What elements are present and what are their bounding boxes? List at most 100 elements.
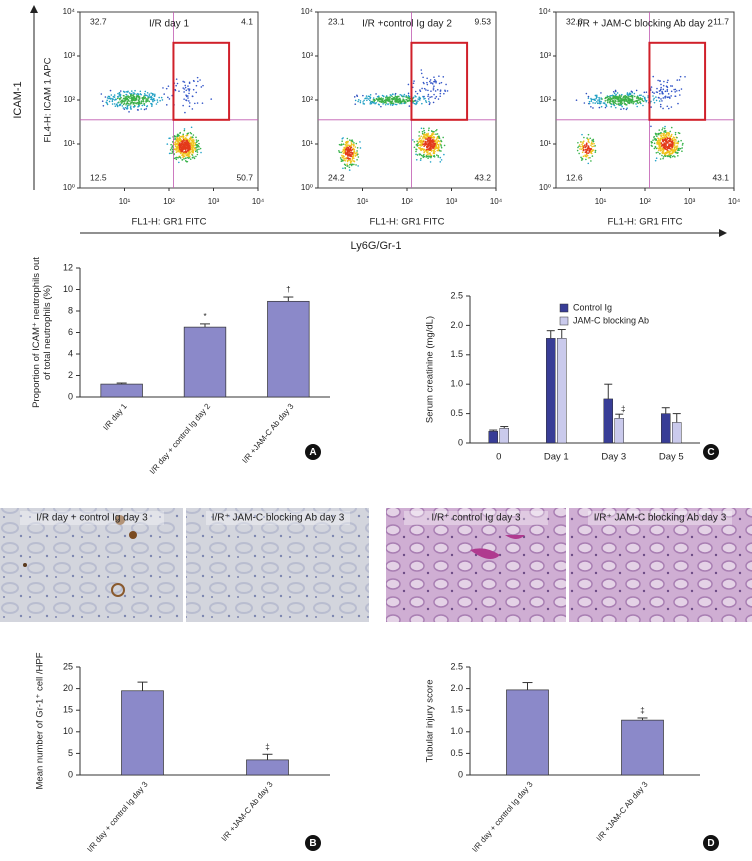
event-dot: [426, 77, 428, 80]
event-dot: [666, 81, 669, 84]
event-dot: [341, 155, 343, 157]
event-dot: [148, 95, 151, 97]
event-dot: [660, 86, 662, 89]
event-dot: [655, 96, 657, 98]
x-tick-label: 10²: [401, 197, 413, 206]
event-dot: [137, 95, 140, 98]
event-dot: [679, 75, 682, 78]
event-dot: [625, 95, 628, 98]
event-dot: [135, 97, 138, 100]
event-dot: [197, 80, 199, 83]
event-dot: [674, 138, 677, 141]
event-dot: [632, 95, 634, 97]
x-tick-label: Day 3: [601, 452, 626, 463]
event-dot: [590, 105, 592, 108]
event-dot: [393, 97, 395, 100]
x-tick-label: I/R day 1: [101, 401, 129, 432]
event-dot: [125, 93, 128, 96]
event-dot: [423, 139, 425, 142]
event-dot: [351, 156, 354, 159]
event-dot: [180, 152, 182, 155]
y-tick-label: 10⁴: [301, 7, 314, 16]
event-dot: [185, 138, 188, 140]
event-dot: [179, 148, 181, 151]
event-dot: [407, 83, 410, 86]
event-dot: [419, 140, 422, 142]
event-dot: [384, 103, 387, 106]
y-tick-label: 0.5: [450, 408, 463, 418]
histology-image: [186, 508, 369, 622]
event-dot: [430, 82, 433, 84]
event-dot: [423, 82, 425, 85]
event-dot: [582, 155, 585, 158]
event-dot: [363, 99, 365, 102]
event-dot: [131, 97, 133, 99]
y-tick-label: 10¹: [301, 139, 313, 148]
event-dot: [575, 99, 578, 101]
event-dot: [439, 161, 442, 163]
event-dot: [442, 136, 444, 139]
event-dot: [432, 89, 435, 91]
event-dot: [187, 145, 190, 148]
event-dot: [138, 98, 141, 100]
event-dot: [663, 130, 666, 133]
event-dot: [423, 153, 425, 156]
event-dot: [128, 104, 130, 106]
event-dot: [667, 143, 670, 145]
x-tick-label: 0: [496, 452, 501, 463]
event-dot: [181, 159, 184, 161]
event-dot: [350, 151, 353, 154]
event-dot: [123, 102, 126, 105]
event-dot: [585, 92, 588, 95]
event-dot: [388, 96, 391, 98]
event-dot: [624, 94, 627, 97]
event-dot: [665, 85, 668, 88]
event-dot: [661, 140, 664, 142]
event-dot: [190, 126, 193, 129]
event-dot: [435, 144, 438, 147]
event-dot: [433, 85, 435, 87]
event-dot: [671, 140, 674, 143]
event-dot: [586, 152, 588, 155]
event-dot: [354, 99, 357, 102]
event-dot: [638, 98, 640, 100]
event-dot: [420, 147, 423, 150]
event-dot: [394, 94, 397, 96]
event-dot: [188, 92, 190, 95]
event-dot: [579, 148, 581, 150]
event-dot: [175, 84, 177, 87]
event-dot: [585, 149, 587, 151]
event-dot: [374, 99, 376, 101]
event-dot: [618, 95, 620, 98]
event-dot: [424, 100, 427, 102]
bar: [267, 300, 310, 398]
y-tick-label: 0: [68, 769, 73, 779]
annotation: ‡: [621, 404, 625, 413]
event-dot: [188, 144, 191, 147]
event-dot: [678, 79, 681, 81]
bar-chart: 0 0.5 1.0 1.5 2.0 2.5 Tubular injury score I/R …: [425, 661, 719, 854]
panel-letter: B: [309, 838, 316, 849]
event-dot: [594, 149, 597, 152]
event-dot: [588, 147, 590, 150]
event-dot: [122, 94, 125, 97]
event-dot: [186, 150, 188, 152]
event-dot: [142, 96, 145, 99]
y-tick-label: 2.0: [450, 683, 463, 693]
event-dot: [354, 103, 357, 105]
event-dot: [581, 145, 584, 147]
event-dot: [636, 95, 639, 98]
event-dot: [118, 104, 121, 107]
event-dot: [353, 152, 356, 154]
event-dot: [394, 103, 397, 106]
event-dot: [636, 101, 638, 103]
event-dot: [354, 152, 357, 155]
event-dot: [194, 102, 196, 105]
event-dot: [639, 101, 641, 104]
event-dot: [429, 153, 431, 155]
event-dot: [129, 105, 132, 107]
event-dot: [185, 143, 188, 146]
event-dot: [338, 151, 341, 154]
event-dot: [437, 98, 440, 100]
event-dot: [100, 93, 103, 95]
